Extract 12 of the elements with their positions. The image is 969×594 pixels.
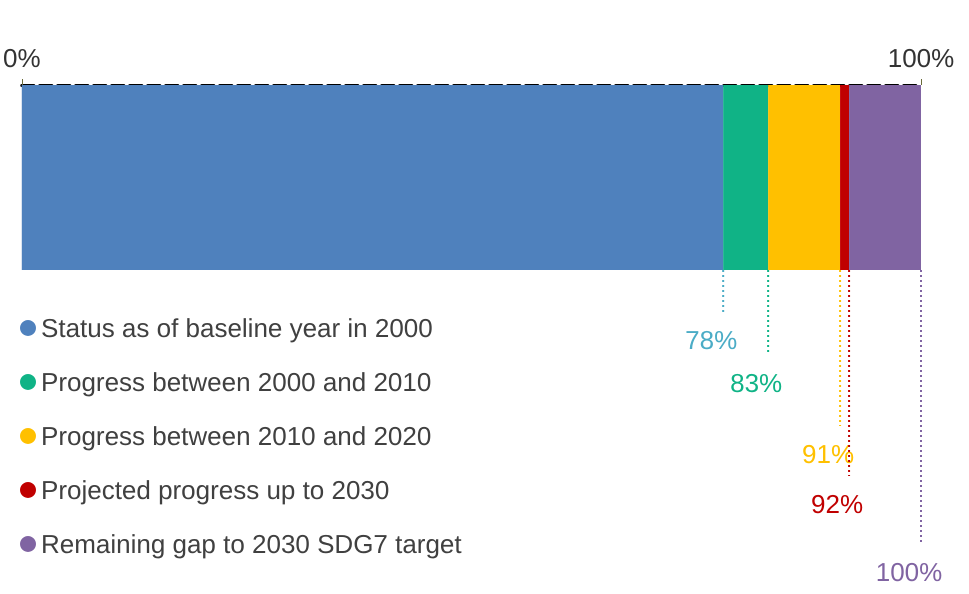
- ref-line-label: 92%: [811, 489, 864, 519]
- ref-line-label: 78%: [685, 325, 738, 355]
- ref-line-label: 91%: [802, 439, 854, 469]
- ref-line-label: 83%: [730, 368, 782, 398]
- ref-line-label: 100%: [876, 557, 942, 587]
- x-tick-label: 0%: [3, 43, 41, 73]
- legend-label: Status as of baseline year in 2000: [41, 313, 433, 343]
- legend-label: Progress between 2000 and 2010: [41, 367, 432, 397]
- legend-label: Progress between 2010 and 2020: [41, 421, 432, 451]
- legend-label: Projected progress up to 2030: [41, 475, 390, 505]
- legend-label: Remaining gap to 2030 SDG7 target: [41, 529, 462, 559]
- bar: [22, 85, 724, 270]
